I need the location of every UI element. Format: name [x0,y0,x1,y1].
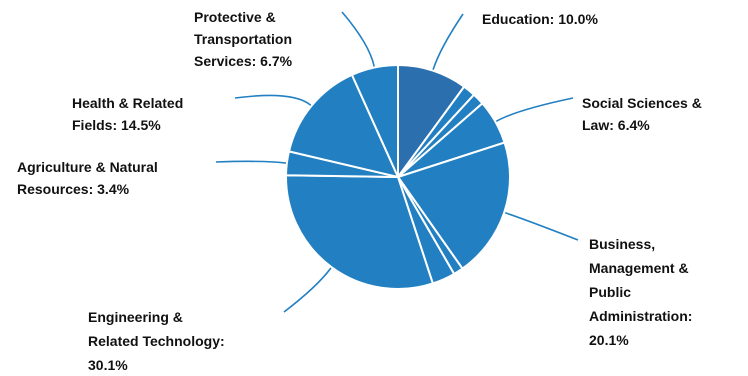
label-social-sciences-law: Social Sciences & Law: 6.4% [582,95,706,133]
label-line: Administration: [589,308,692,324]
leader-lines [215,11,579,313]
pie-slice [350,63,399,178]
label-line: Business, [589,236,655,252]
leader-line [495,97,574,122]
label-line: Services: 6.7% [194,53,293,69]
label-line: Resources: 3.4% [17,181,130,197]
leader-line [234,94,312,106]
pie-slice [285,174,435,290]
label-line: Transportation [194,31,292,47]
pie-slice [287,73,400,179]
label-line: Agriculture & Natural [17,159,158,175]
pie-slices [284,63,511,290]
leader-line [341,11,375,67]
label-health: Health & Related Fields: 14.5% [72,95,187,133]
label-line: Engineering & [88,309,183,325]
label-business: Business, Management & Public Administra… [589,236,696,348]
label-line: Social Sciences & [582,95,702,111]
label-line: Protective & [194,9,276,25]
label-line: 30.1% [88,357,128,373]
pie-slice [397,63,466,181]
leader-line [432,13,464,70]
leader-line [283,267,332,313]
pie-slice [396,141,511,270]
label-protective: Protective & Transportation Services: 6.… [194,9,296,69]
label-line: Health & Related [72,95,183,111]
label-agriculture: Agriculture & Natural Resources: 3.4% [17,159,162,197]
leader-line [504,212,579,241]
label-line: Management & [589,260,689,276]
label-line: Related Technology: [88,333,225,349]
label-line: Law: 6.4% [582,117,650,133]
label-engineering: Engineering & Related Technology: 30.1% [88,309,229,373]
leader-line [215,160,286,164]
label-education: Education: 10.0% [482,11,598,27]
label-line: Fields: 14.5% [72,117,161,133]
label-line: Public [589,284,631,300]
label-line: 20.1% [589,332,629,348]
